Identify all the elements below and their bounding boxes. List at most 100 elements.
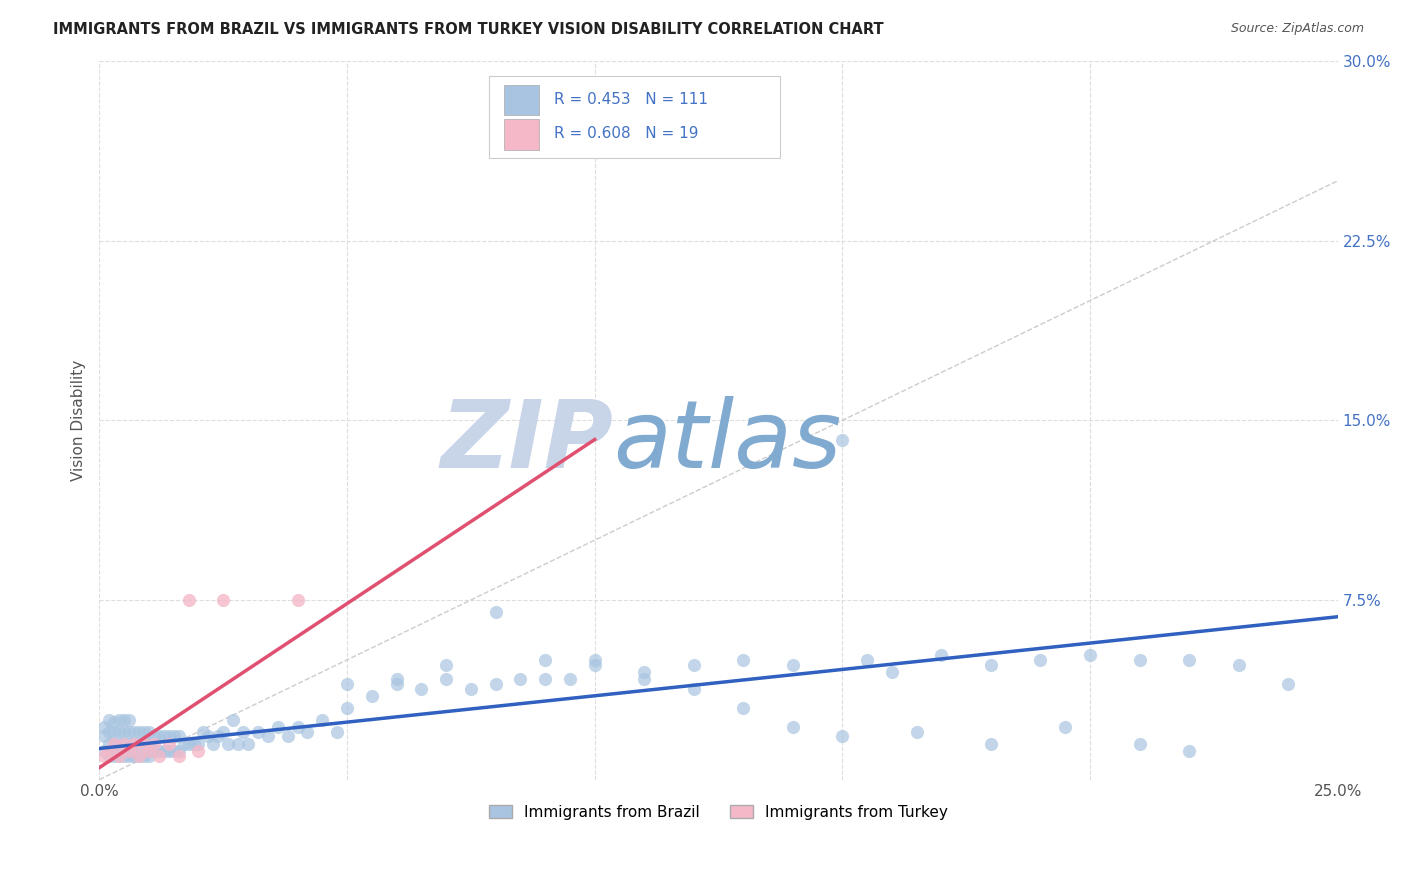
Text: Source: ZipAtlas.com: Source: ZipAtlas.com [1230, 22, 1364, 36]
Y-axis label: Vision Disability: Vision Disability [72, 359, 86, 481]
Point [93, 730, 115, 744]
Point [534, 653, 557, 667]
Point [132, 737, 155, 751]
Point [183, 737, 205, 751]
Point [98, 748, 121, 763]
Point [197, 730, 219, 744]
Point [212, 724, 235, 739]
Point [360, 689, 382, 703]
Point [187, 737, 209, 751]
Point [222, 713, 245, 727]
Point [108, 748, 131, 763]
Point [558, 672, 581, 686]
Point [98, 737, 121, 751]
Point [236, 737, 259, 751]
Point [118, 744, 141, 758]
Point [207, 730, 229, 744]
Point [98, 724, 121, 739]
Text: atlas: atlas [613, 396, 842, 487]
Point [434, 672, 457, 686]
Point [128, 724, 150, 739]
Point [108, 724, 131, 739]
Point [212, 593, 235, 607]
Point [782, 657, 804, 672]
Point [103, 724, 125, 739]
Point [173, 737, 195, 751]
Legend: Immigrants from Brazil, Immigrants from Turkey: Immigrants from Brazil, Immigrants from … [482, 798, 955, 826]
Point [128, 748, 150, 763]
Point [148, 744, 170, 758]
Point [112, 724, 135, 739]
Point [385, 672, 408, 686]
Point [831, 433, 853, 447]
Point [1178, 653, 1201, 667]
Point [138, 744, 160, 758]
Point [132, 724, 155, 739]
Point [163, 730, 186, 744]
Point [1128, 653, 1150, 667]
Point [336, 700, 359, 714]
Point [509, 126, 531, 140]
Point [633, 672, 655, 686]
Point [193, 724, 215, 739]
Point [142, 730, 165, 744]
Point [112, 748, 135, 763]
Point [148, 730, 170, 744]
Point [980, 737, 1002, 751]
Point [128, 748, 150, 763]
Point [277, 730, 299, 744]
Text: R = 0.453   N = 111: R = 0.453 N = 111 [554, 92, 707, 107]
Point [177, 593, 200, 607]
Point [122, 737, 145, 751]
Point [326, 724, 349, 739]
Point [1277, 677, 1299, 691]
Text: ZIP: ZIP [440, 396, 613, 488]
Point [187, 744, 209, 758]
Point [122, 748, 145, 763]
Point [831, 730, 853, 744]
Point [138, 724, 160, 739]
Point [112, 713, 135, 727]
Point [434, 657, 457, 672]
Point [103, 737, 125, 751]
Point [980, 657, 1002, 672]
Point [167, 748, 190, 763]
Point [411, 681, 433, 696]
Point [167, 744, 190, 758]
Point [128, 737, 150, 751]
Point [485, 677, 508, 691]
Point [583, 653, 606, 667]
Point [1029, 653, 1052, 667]
Point [93, 748, 115, 763]
Point [509, 672, 531, 686]
Point [118, 748, 141, 763]
Point [733, 700, 755, 714]
Point [103, 737, 125, 751]
Point [93, 720, 115, 734]
Text: R = 0.608   N = 19: R = 0.608 N = 19 [554, 126, 699, 141]
Point [167, 730, 190, 744]
Point [202, 737, 225, 751]
Point [112, 737, 135, 751]
Point [142, 744, 165, 758]
Point [122, 724, 145, 739]
Point [157, 737, 180, 751]
Point [232, 724, 254, 739]
Point [122, 737, 145, 751]
Point [108, 713, 131, 727]
FancyBboxPatch shape [505, 120, 538, 150]
Point [287, 593, 309, 607]
Point [226, 737, 249, 751]
Point [297, 724, 319, 739]
Point [118, 737, 141, 751]
Point [336, 677, 359, 691]
Point [485, 605, 508, 619]
Point [931, 648, 953, 662]
Point [103, 748, 125, 763]
Point [217, 737, 239, 751]
Point [246, 724, 269, 739]
Point [682, 657, 704, 672]
Point [138, 748, 160, 763]
Point [733, 653, 755, 667]
Point [142, 737, 165, 751]
